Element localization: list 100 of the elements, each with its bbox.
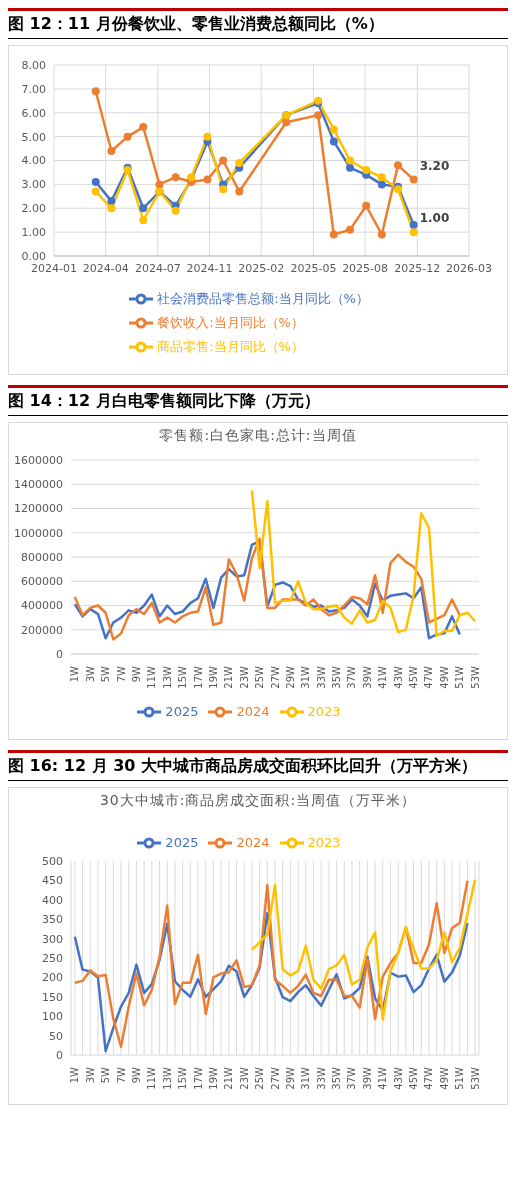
x-tick-label: 19W (207, 665, 219, 689)
x-tick-label: 37W (346, 1066, 358, 1090)
x-tick-label: 13W (161, 665, 173, 689)
x-tick-label: 15W (177, 1066, 189, 1090)
x-tick-label: 45W (408, 1066, 420, 1090)
x-tick-label: 11W (146, 1066, 158, 1090)
y-tick-label: 500 (42, 854, 63, 868)
y-tick-label: 1000000 (14, 526, 63, 540)
y-tick-label: 7.00 (21, 82, 46, 96)
x-tick-label: 3W (84, 1066, 96, 1084)
legend-label: 社会消费品零售总额:当月同比（%） (157, 290, 369, 306)
line-series (250, 489, 477, 638)
legend-label: 2024 (236, 703, 270, 719)
x-tick-label: 21W (223, 665, 235, 689)
point (203, 132, 212, 141)
x-tick-label: 15W (177, 665, 189, 689)
x-tick-label: 33W (315, 1066, 327, 1090)
y-tick-label: 450 (42, 874, 63, 888)
x-tick-label: 53W (469, 1066, 481, 1090)
y-tick-label: 350 (42, 913, 63, 927)
y-tick-label: 800000 (21, 550, 63, 564)
point (362, 201, 371, 210)
x-tick-label: 2025-02 (238, 261, 285, 275)
chart-title: 图 12：11 月份餐饮业、零售业消费总额同比（%） (8, 8, 508, 39)
y-tick-label: 600000 (21, 575, 63, 589)
x-tick-label: 2025-05 (290, 261, 337, 275)
x-tick-label: 2024-11 (186, 261, 233, 275)
y-tick-label: 150 (42, 990, 63, 1004)
x-tick-label: 9W (130, 1066, 142, 1084)
point (377, 180, 386, 189)
x-tick-label: 51W (454, 665, 466, 689)
x-tick-label: 7W (115, 665, 127, 683)
x-tick-label: 7W (115, 1066, 127, 1084)
x-tick-label: 29W (284, 1066, 296, 1090)
y-tick-label: 1400000 (14, 478, 63, 492)
x-tick-label: 11W (146, 665, 158, 689)
point (394, 161, 403, 170)
y-tick-label: 0 (56, 1048, 63, 1062)
y-tick-label: 200 (42, 971, 63, 985)
x-tick-label: 49W (438, 1066, 450, 1090)
point (107, 197, 116, 206)
x-tick-label: 13W (161, 1066, 173, 1090)
point (314, 111, 323, 120)
x-tick-label: 25W (254, 665, 266, 689)
x-tick-label: 49W (438, 665, 450, 689)
x-tick-label: 25W (254, 1066, 266, 1090)
x-tick-label: 31W (300, 1066, 312, 1090)
legend-label: 2023 (307, 834, 341, 850)
y-tick-label: 5.00 (21, 130, 46, 144)
legend-label: 2023 (307, 703, 341, 719)
y-tick-label: 0.00 (21, 249, 46, 263)
legend-label: 商品零售:当月同比（%） (157, 338, 304, 354)
point (377, 230, 386, 239)
x-tick-label: 2025-08 (342, 261, 389, 275)
x-tick-label: 39W (361, 665, 373, 689)
x-tick-label: 45W (408, 665, 420, 689)
point (329, 230, 338, 239)
x-tick-label: 47W (423, 1066, 435, 1090)
point (345, 156, 354, 165)
x-tick-label: 2024-04 (82, 261, 129, 275)
x-tick-label: 5W (100, 665, 112, 683)
point (235, 158, 244, 167)
point (409, 175, 418, 184)
point (139, 123, 148, 132)
point (123, 132, 132, 141)
x-tick-label: 43W (392, 1066, 404, 1090)
x-tick-label: 19W (207, 1066, 219, 1090)
y-tick-label: 100 (42, 1010, 63, 1024)
y-tick-label: 300 (42, 932, 63, 946)
data-label: 1.00 (419, 211, 450, 226)
x-tick-label: 2024-01 (31, 261, 77, 275)
y-tick-label: 4.00 (21, 154, 46, 168)
x-tick-label: 23W (238, 1066, 250, 1090)
point (219, 156, 228, 165)
point (362, 166, 371, 175)
x-tick-label: 27W (269, 1066, 281, 1090)
x-tick-label: 47W (423, 665, 435, 689)
point (171, 173, 180, 182)
x-tick-label: 2024-07 (134, 261, 181, 275)
x-tick-label: 31W (300, 665, 312, 689)
y-tick-label: 6.00 (21, 106, 46, 120)
chart-subtitle: 零售额:白色家电:总计:当周值 (158, 427, 358, 445)
point (235, 187, 244, 196)
y-tick-label: 250 (42, 951, 63, 965)
point (91, 177, 100, 186)
x-tick-label: 2026-03 (446, 261, 492, 275)
chart-subtitle: 30大中城市:商品房成交面积:当周值（万平米） (98, 792, 418, 810)
x-tick-label: 53W (469, 665, 481, 689)
y-tick-label: 2.00 (21, 202, 46, 216)
y-tick-label: 1.00 (21, 226, 46, 240)
x-tick-label: 3W (84, 665, 96, 683)
x-tick-label: 9W (130, 665, 142, 683)
point (91, 187, 100, 196)
legend-label: 2025 (165, 834, 199, 850)
y-tick-label: 200000 (21, 623, 63, 637)
legend-label: 2024 (236, 834, 270, 850)
x-tick-label: 41W (377, 1066, 389, 1090)
y-tick-label: 400000 (21, 599, 63, 613)
point (409, 220, 418, 229)
x-tick-label: 43W (392, 665, 404, 689)
